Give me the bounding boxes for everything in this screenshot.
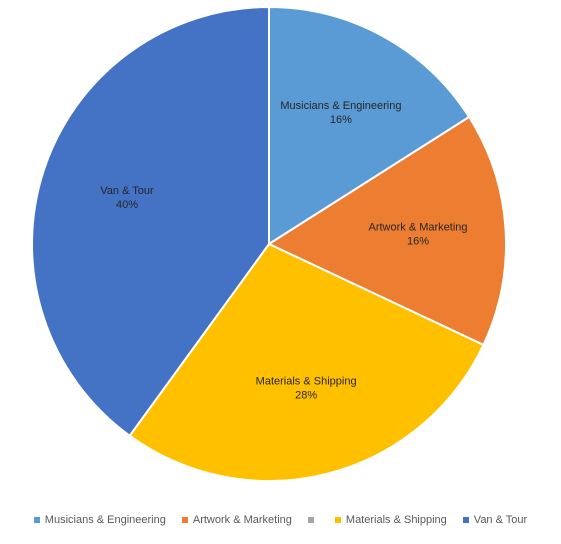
- legend-swatch-unlabeled: [307, 517, 314, 523]
- slice-label-materials-shipping: Materials & Shipping 28%: [256, 376, 357, 402]
- legend-swatch-van-tour: [462, 517, 469, 523]
- slice-category-artwork-marketing: Artwork & Marketing: [368, 222, 467, 234]
- legend-item-van-tour: Van & Tour: [462, 514, 528, 526]
- slice-label-musicians-engineering: Musicians & Engineering 16%: [280, 100, 401, 126]
- legend-item-unlabeled: [307, 517, 319, 523]
- slice-label-artwork-marketing: Artwork & Marketing 16%: [368, 222, 467, 248]
- legend-swatch-artwork-marketing: [181, 517, 188, 523]
- slice-category-musicians-engineering: Musicians & Engineering: [280, 100, 401, 112]
- pie-slice-musicians-engineering: [268, 5, 471, 246]
- pie-slices: [31, 5, 507, 482]
- slice-category-materials-shipping: Materials & Shipping: [256, 376, 357, 388]
- pie-labels: Musicians & Engineering 16%Artwork & Mark…: [100, 100, 467, 401]
- pie-slice-artwork-marketing: [266, 115, 507, 347]
- legend-item-artwork-marketing: Artwork & Marketing: [181, 514, 292, 526]
- slice-percent-musicians-engineering: 16%: [330, 114, 352, 126]
- legend-swatch-musicians-engineering: [33, 517, 40, 523]
- legend-label-van-tour: Van & Tour: [473, 514, 528, 526]
- legend-item-musicians-engineering: Musicians & Engineering: [33, 514, 166, 526]
- legend-item-materials-shipping: Materials & Shipping: [334, 514, 447, 526]
- slice-percent-artwork-marketing: 16%: [407, 236, 429, 248]
- legend-label-artwork-marketing: Artwork & Marketing: [192, 514, 292, 526]
- slice-category-van-tour: Van & Tour: [100, 185, 154, 197]
- slice-percent-materials-shipping: 28%: [295, 390, 317, 402]
- legend-swatch-materials-shipping: [334, 517, 341, 523]
- legend-label-musicians-engineering: Musicians & Engineering: [44, 514, 166, 526]
- slice-percent-van-tour: 40%: [116, 199, 138, 211]
- pie-slice-van-tour: [31, 5, 270, 438]
- legend: Musicians & Engineering Artwork & Market…: [0, 511, 561, 529]
- legend-label-materials-shipping: Materials & Shipping: [345, 514, 447, 526]
- slice-label-van-tour: Van & Tour 40%: [100, 185, 154, 211]
- pie-slice-materials-shipping: [128, 242, 485, 482]
